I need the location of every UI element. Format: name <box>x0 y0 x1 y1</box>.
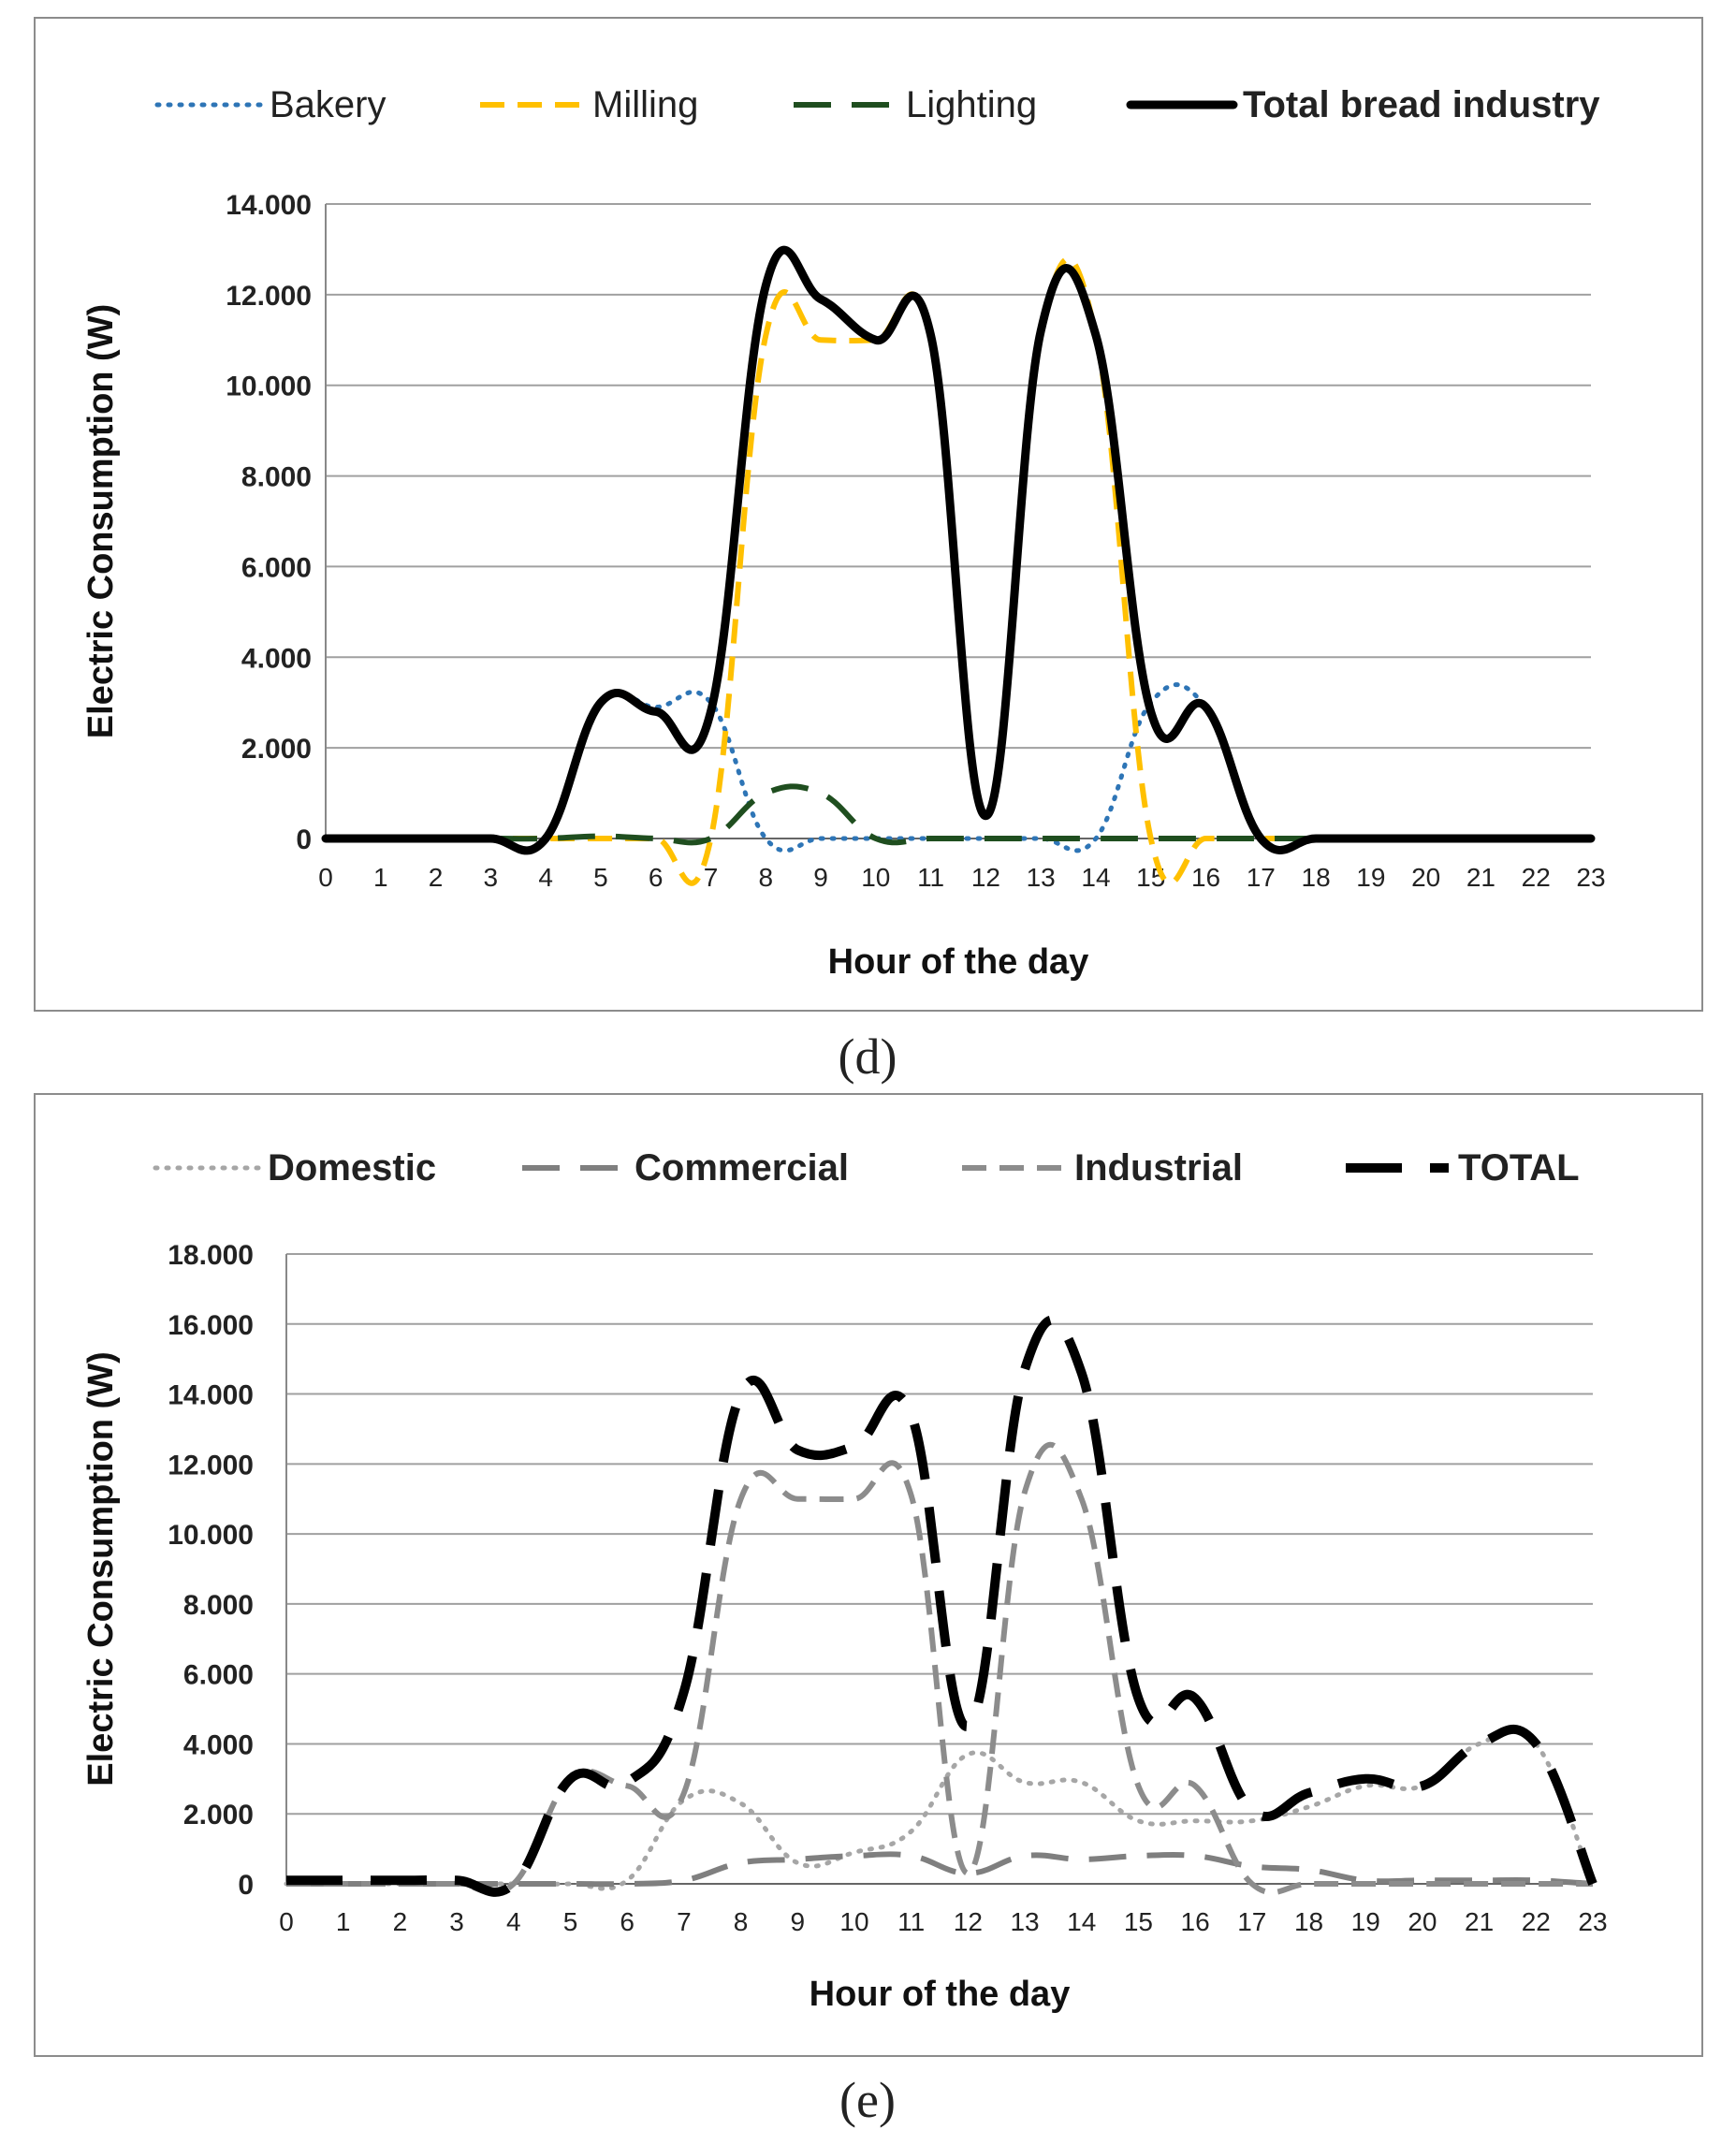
x-tick-label: 7 <box>677 1907 692 1936</box>
x-tick-label: 1 <box>373 863 388 892</box>
chart-panel-d: 0 2.000 4.000 6.000 8.000 10.000 12.000 14.000 0… <box>34 17 1703 1012</box>
caption-e: (e) <box>839 2072 896 2128</box>
x-tick-label: 18 <box>1302 863 1331 892</box>
x-tick-label: 19 <box>1351 1907 1380 1936</box>
x-tick-label: 15 <box>1124 1907 1153 1936</box>
x-tick-label: 17 <box>1237 1907 1266 1936</box>
y-tick-label: 10.000 <box>168 1520 254 1551</box>
legend-label: Lighting <box>906 84 1037 125</box>
x-tick-label: 22 <box>1522 863 1551 892</box>
x-tick-label: 18 <box>1294 1907 1323 1936</box>
x-tick-label: 12 <box>971 863 1000 892</box>
caption-d: (d) <box>838 1028 897 1085</box>
x-tick-label: 1 <box>336 1907 351 1936</box>
series-line-commercial <box>286 1851 1594 1888</box>
x-tick-label: 22 <box>1522 1907 1551 1936</box>
y-tick-label: 2.000 <box>241 734 312 765</box>
y-tick-label: 0 <box>296 824 312 855</box>
legend-label: Total bread industry <box>1243 84 1600 125</box>
series-line-total <box>286 1315 1597 1897</box>
x-tick-label: 23 <box>1576 863 1605 892</box>
x-tick-label: 11 <box>917 863 944 892</box>
y-tick-label: 4.000 <box>241 643 312 674</box>
x-axis-title: Hour of the day <box>828 942 1089 982</box>
x-tick-label: 12 <box>954 1907 983 1936</box>
y-tick-label: 8.000 <box>183 1590 254 1621</box>
y-tick-label: 18.000 <box>168 1240 254 1271</box>
series-line-bakery <box>323 682 1594 853</box>
x-tick-label: 11 <box>897 1907 925 1936</box>
x-tick-label: 5 <box>563 1907 578 1936</box>
x-tick-label: 0 <box>318 863 333 892</box>
legend-label: Domestic <box>268 1147 436 1189</box>
legend-label: Bakery <box>270 84 387 125</box>
x-tick-label: 9 <box>790 1907 805 1936</box>
x-tick-label: 0 <box>279 1907 294 1936</box>
y-axis-title: Electric Consumption (W) <box>81 304 121 738</box>
y-tick-label: 12.000 <box>226 281 312 312</box>
x-tick-label: 8 <box>758 863 773 892</box>
x-tick-label: 21 <box>1465 1907 1494 1936</box>
chart-d: 0 2.000 4.000 6.000 8.000 10.000 12.000 14.000 0… <box>81 84 1606 982</box>
x-tick-label: 19 <box>1356 863 1385 892</box>
x-tick-label: 17 <box>1247 863 1276 892</box>
y-tick-label: 16.000 <box>168 1310 254 1341</box>
x-tick-label: 3 <box>449 1907 464 1936</box>
legend-label: Milling <box>592 84 698 125</box>
y-tick-label: 10.000 <box>226 372 312 402</box>
y-tick-label: 6.000 <box>183 1660 254 1691</box>
y-tick-label: 12.000 <box>168 1450 254 1480</box>
x-tick-label: 21 <box>1466 863 1495 892</box>
y-tick-label: 8.000 <box>241 462 312 493</box>
series-line-domestic <box>284 1727 1596 1891</box>
y-tick-label: 0 <box>238 1870 254 1901</box>
x-tick-label: 3 <box>484 863 499 892</box>
x-tick-label: 10 <box>861 863 890 892</box>
series-line-industrial <box>286 1441 1593 1896</box>
x-tick-label: 16 <box>1191 863 1220 892</box>
y-tick-label: 14.000 <box>168 1380 254 1411</box>
x-tick-label: 8 <box>734 1907 749 1936</box>
x-tick-label: 6 <box>620 1907 635 1936</box>
legend-label: TOTAL <box>1458 1147 1580 1189</box>
x-tick-label: 5 <box>593 863 608 892</box>
legend-label: Commercial <box>635 1147 849 1189</box>
x-tick-label: 2 <box>393 1907 408 1936</box>
x-tick-label: 23 <box>1578 1907 1607 1936</box>
x-tick-label: 14 <box>1067 1907 1096 1936</box>
x-tick-label: 13 <box>1027 863 1056 892</box>
x-tick-label: 20 <box>1411 863 1440 892</box>
x-tick-label: 14 <box>1081 863 1110 892</box>
x-tick-label: 4 <box>538 863 553 892</box>
chart-panel-e: 0 2.000 4.000 6.000 8.000 10.000 12.000 14.000 1… <box>34 1093 1703 2057</box>
y-tick-label: 2.000 <box>183 1800 254 1830</box>
x-tick-label: 20 <box>1408 1907 1437 1936</box>
x-tick-label: 10 <box>839 1907 868 1936</box>
x-tick-label: 6 <box>649 863 664 892</box>
y-tick-label: 4.000 <box>183 1729 254 1760</box>
x-tick-label: 16 <box>1181 1907 1210 1936</box>
x-axis-title: Hour of the day <box>810 1975 1071 2014</box>
x-tick-label: 4 <box>506 1907 521 1936</box>
y-axis-title: Electric Consumption (W) <box>81 1351 121 1786</box>
x-tick-label: 13 <box>1010 1907 1039 1936</box>
x-tick-label: 9 <box>813 863 828 892</box>
series-line-lighting <box>325 783 1591 846</box>
legend-label: Industrial <box>1074 1147 1243 1189</box>
x-tick-label: 7 <box>704 863 719 892</box>
y-tick-label: 14.000 <box>226 190 312 221</box>
x-tick-label: 2 <box>429 863 444 892</box>
y-tick-label: 6.000 <box>241 552 312 583</box>
chart-e: 0 2.000 4.000 6.000 8.000 10.000 12.000 14.000 1… <box>81 1147 1608 2014</box>
series-line-total-bread-industry <box>321 245 1596 855</box>
